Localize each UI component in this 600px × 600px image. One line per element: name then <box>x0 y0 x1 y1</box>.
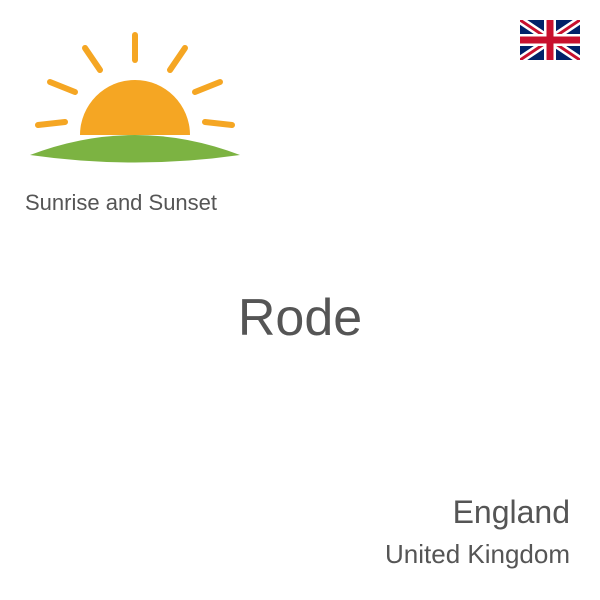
city-name: Rode <box>0 288 600 348</box>
uk-flag-icon <box>520 20 580 60</box>
brand-text: Sunrise and Sunset <box>25 190 280 216</box>
sunrise-logo-icon <box>20 20 250 180</box>
region-name: England <box>385 494 570 531</box>
region-block: England United Kingdom <box>385 494 570 570</box>
brand-logo-area: Sunrise and Sunset <box>20 20 280 216</box>
country-name: United Kingdom <box>385 539 570 570</box>
